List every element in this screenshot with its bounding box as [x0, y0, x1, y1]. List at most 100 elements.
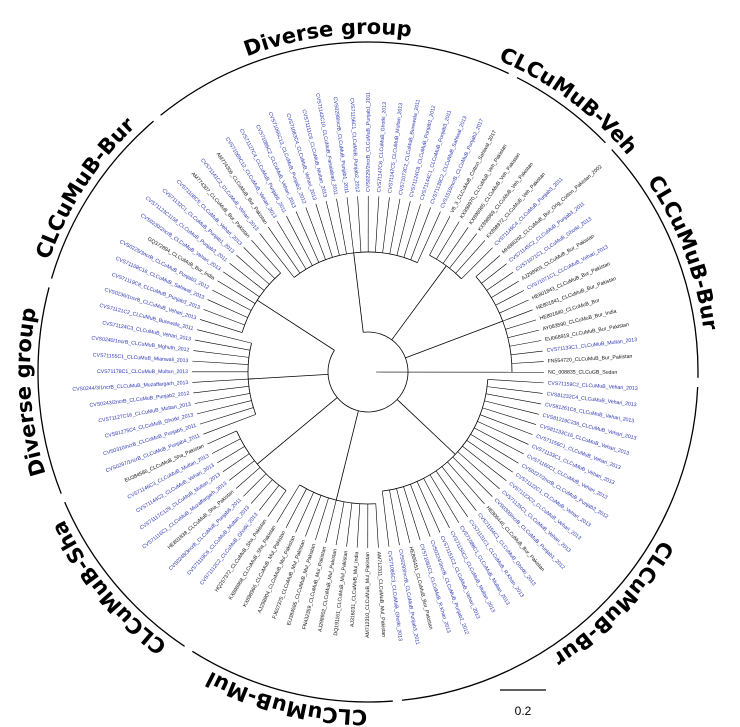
leaf-branch	[356, 503, 361, 548]
leaf-label: FN554720_CLCuMuB_Bur_Pakistan	[548, 354, 633, 365]
group-label: CLCuMuB-Veh	[496, 43, 642, 159]
leaf-branch	[470, 433, 519, 464]
leaf-branch	[442, 227, 469, 264]
leaf-branch	[251, 239, 281, 274]
leaf-branch	[410, 207, 431, 260]
leaf-branch	[315, 203, 333, 258]
leaf-label: AJ316031_CLCuMuB_Mul_India	[350, 551, 361, 627]
leaf-branch	[505, 319, 537, 330]
leaf-branch	[502, 309, 533, 322]
leaf-label: CVS71147C6_CLCuMuB_Ghotki_2013	[376, 102, 388, 193]
leaf-branch	[423, 478, 450, 529]
leaf-branch	[194, 393, 250, 404]
leaf-branch	[259, 485, 280, 511]
leaf-branch	[482, 407, 537, 425]
leaf-branch	[462, 445, 507, 481]
leaf-branch	[207, 430, 237, 445]
leaf-branch	[229, 460, 255, 481]
leaf-branch	[259, 233, 295, 278]
leaf-branch	[455, 240, 486, 274]
leaf-branch	[487, 386, 543, 394]
clade-stem	[391, 265, 447, 341]
leaf-branch	[403, 203, 421, 258]
leaf-branch	[197, 329, 252, 344]
leaf-branch	[485, 393, 542, 405]
group-arc	[64, 501, 185, 647]
leaf-branch	[325, 500, 337, 543]
leaf-branch	[477, 421, 529, 445]
leaf-branch	[212, 289, 252, 311]
leaf-branch	[491, 280, 519, 298]
leaf-branch	[375, 503, 379, 548]
leaf-branch	[429, 474, 460, 523]
leaf-branch	[276, 484, 300, 523]
leaf-branch	[486, 271, 514, 291]
leaf-branch	[499, 299, 529, 314]
leaf-branch	[286, 215, 313, 266]
leaf-branch	[192, 360, 249, 365]
leaf-branch	[357, 196, 362, 253]
leaf-branch	[199, 319, 243, 333]
scale-label: 0.2	[515, 704, 532, 718]
leaf-branch	[475, 255, 501, 277]
leaf-branch	[382, 197, 390, 253]
group-label-path: CLCuMuB-Mul	[202, 667, 367, 727]
leaf-branch	[511, 361, 544, 364]
leaf-branch	[461, 247, 493, 279]
leaf-branch	[211, 438, 241, 454]
leaf-branch	[335, 501, 345, 546]
leaf-branch	[193, 386, 249, 394]
leaf-branch	[474, 427, 524, 455]
group-arc	[401, 386, 699, 701]
leaf-branch	[229, 263, 265, 291]
leaf-label: CVS71155C1_CLCuMuB_Mianwali_2013	[93, 352, 189, 364]
group-label-path: CLCuMuB-Bur	[549, 537, 678, 672]
group-arc	[611, 149, 699, 378]
leaf-label: AM712311_CLCuMuB_Mul_Pakistan	[375, 552, 386, 638]
leaf-branch	[194, 339, 251, 351]
leaf-branch	[484, 400, 539, 415]
leaf-branch	[466, 440, 513, 473]
group-label-path: Diverse group	[241, 15, 413, 61]
clade-branch	[293, 251, 418, 278]
group-label: Diverse group	[241, 15, 413, 61]
group-arc	[160, 41, 509, 116]
leaf-branch	[510, 350, 543, 356]
leaf-branch	[389, 198, 401, 255]
clade-stem	[405, 320, 503, 359]
leaf-branch	[207, 299, 248, 318]
group-label: CLCuMuB-Bur	[549, 537, 678, 672]
leaf-branch	[336, 198, 347, 254]
group-label-path: Diverse group	[11, 306, 50, 479]
leaf-label: NC_008835_CLCuGB_Sudan	[548, 370, 617, 376]
leaf-label: CVS71156C1_CLCuMuB_Punjab2_2012	[348, 98, 360, 193]
leaf-branch	[295, 211, 320, 263]
leaf-label: CVS0244/3/1ncrB_CLCuMuB_Muzaffargarh_201…	[72, 380, 188, 393]
leaf-branch	[222, 453, 250, 473]
leaf-branch	[243, 473, 267, 497]
leaf-branch	[203, 309, 245, 326]
leaf-branch	[481, 263, 507, 284]
leaf-branch	[452, 456, 493, 497]
leaf-label: AM712310_CLCuMuB_Mul_Pakistan	[365, 552, 371, 638]
group-label: CLCuMuB-Mul	[202, 667, 367, 727]
leaf-branch	[235, 467, 261, 489]
group-arc	[516, 76, 606, 144]
leaf-branch	[217, 446, 245, 464]
leaf-branch	[495, 290, 525, 306]
leaf-branch	[196, 400, 252, 415]
leaf-branch	[509, 340, 542, 347]
leaf-branch	[236, 254, 270, 285]
clade-stem	[396, 399, 456, 455]
leaf-branch	[295, 492, 314, 533]
group-label-path: CLCuMuB-Veh	[496, 43, 642, 159]
clade-stem	[335, 410, 359, 501]
leaf-branch	[382, 491, 390, 547]
leaf-branch	[192, 378, 249, 383]
leaf-branch	[487, 379, 544, 384]
leaf-branch	[217, 280, 256, 304]
leaf-branch	[396, 488, 411, 544]
leaf-branch	[449, 233, 477, 269]
leaf-branch	[396, 201, 411, 256]
